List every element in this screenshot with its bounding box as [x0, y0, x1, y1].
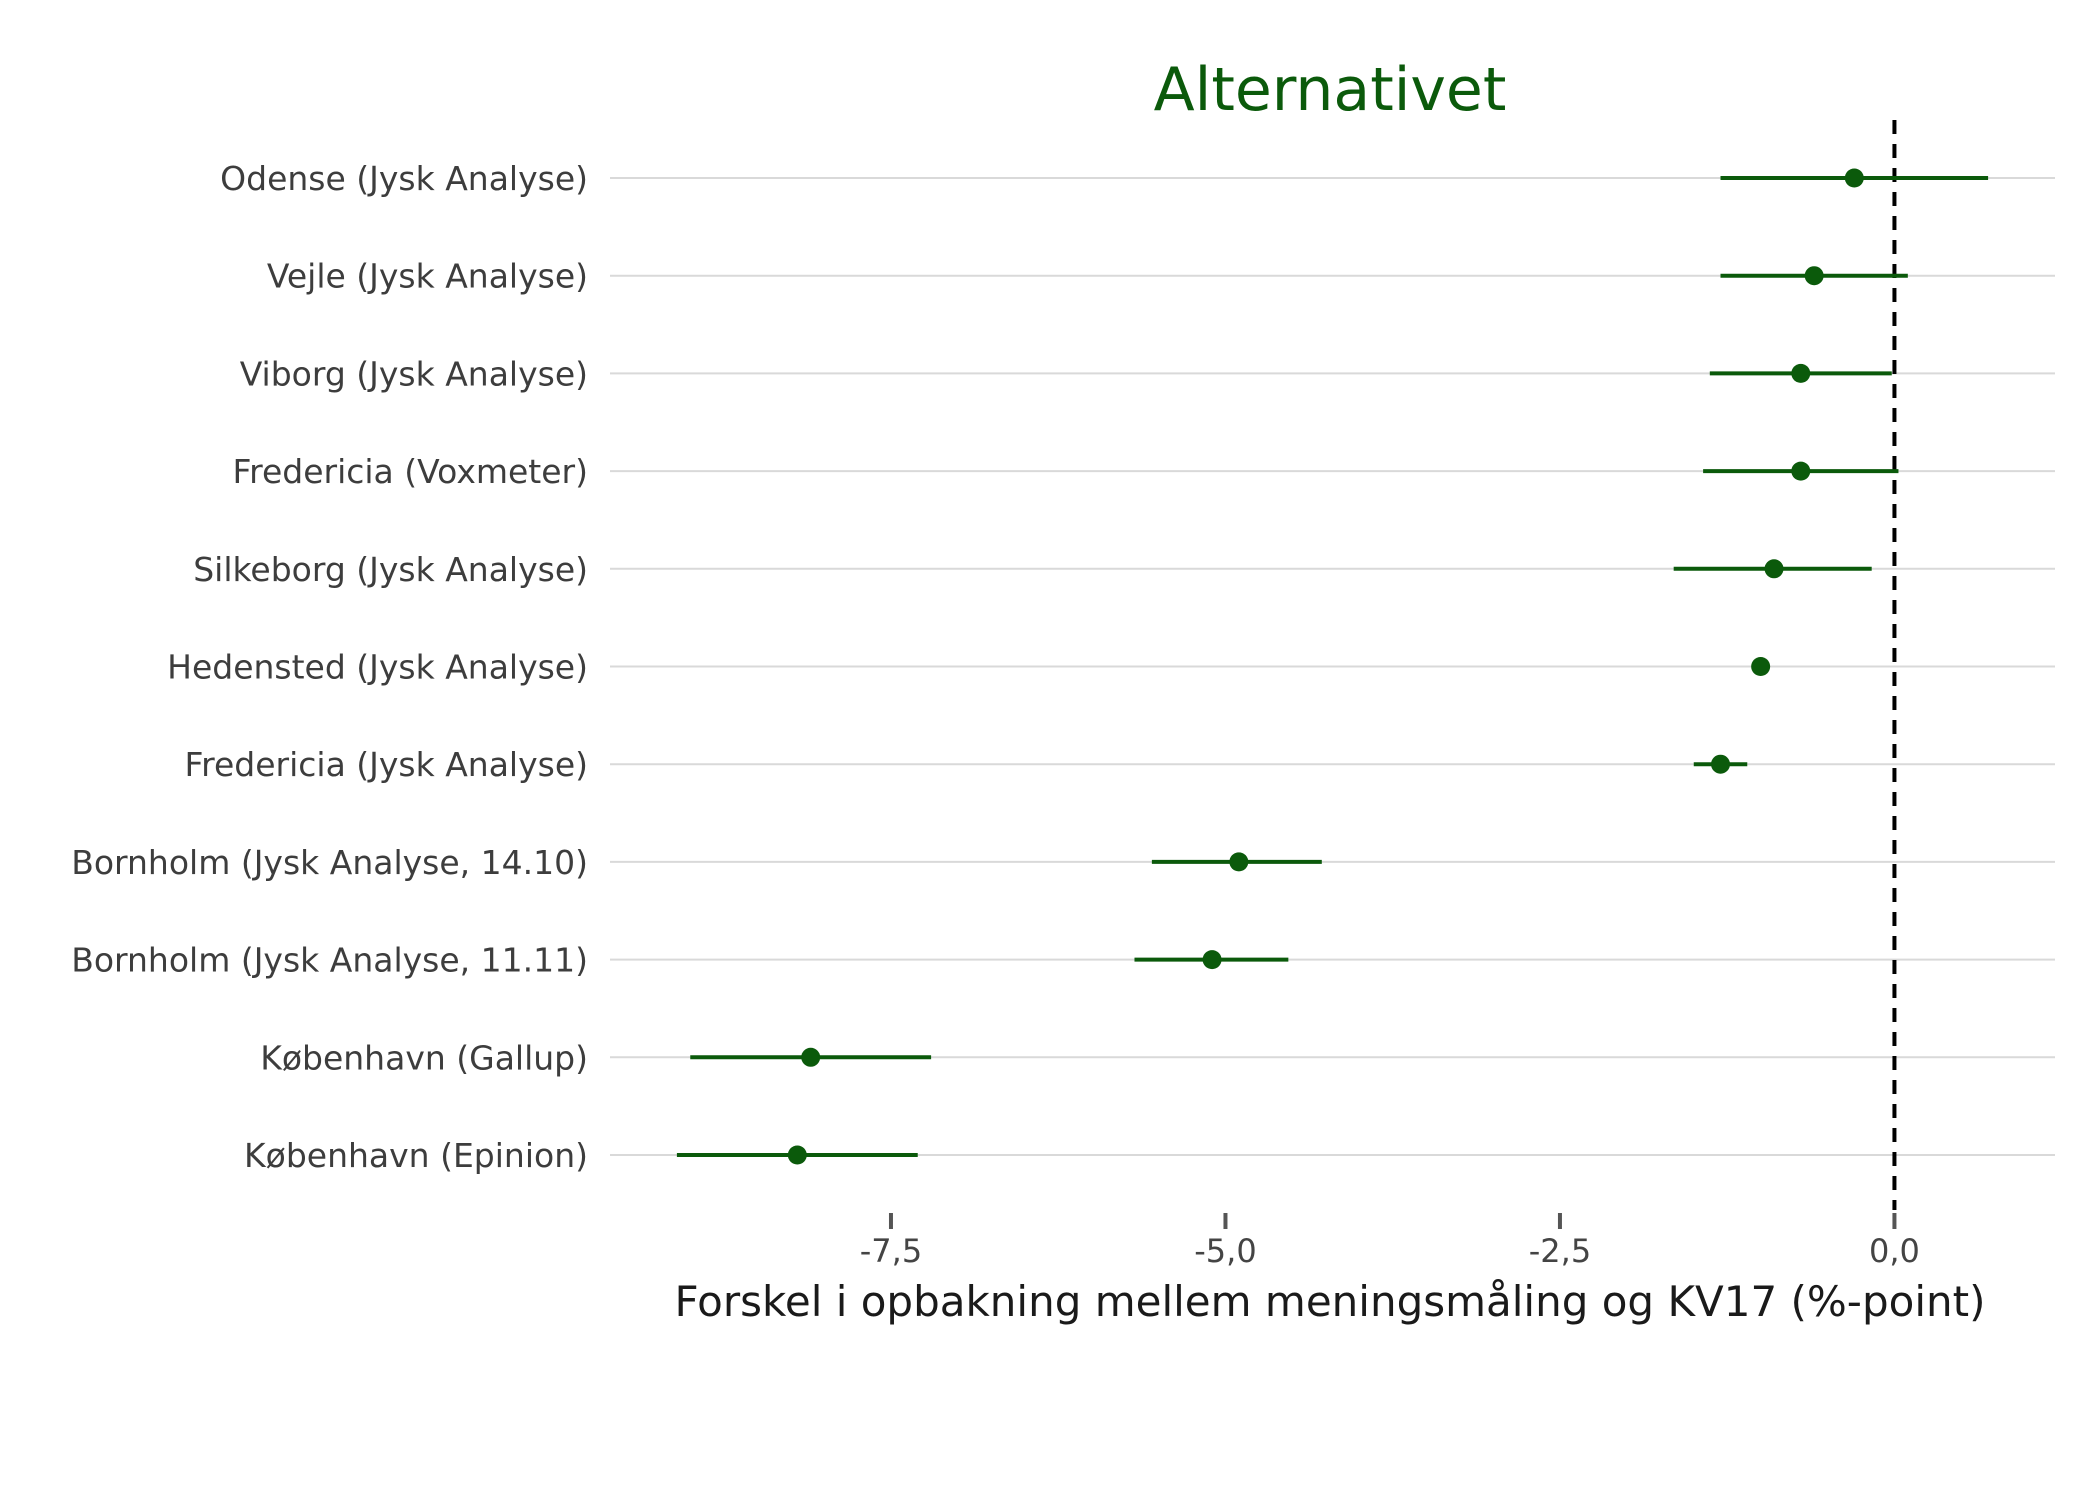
- data-point: [1791, 363, 1811, 383]
- x-tick-label: -5,0: [1194, 1232, 1256, 1270]
- category-label: Hedensted (Jysk Analyse): [167, 648, 588, 687]
- x-axis-title: Forskel i opbakning mellem meningsmåling…: [675, 1277, 1986, 1326]
- category-label: Viborg (Jysk Analyse): [240, 354, 588, 393]
- data-point: [1791, 461, 1811, 481]
- category-label: Silkeborg (Jysk Analyse): [193, 550, 588, 589]
- data-point: [1202, 950, 1222, 970]
- category-label: Vejle (Jysk Analyse): [267, 257, 588, 296]
- category-label: København (Epinion): [244, 1136, 588, 1175]
- category-label: Fredericia (Voxmeter): [233, 452, 588, 491]
- data-point: [1804, 266, 1824, 286]
- data-point: [787, 1145, 807, 1165]
- data-point: [1711, 754, 1731, 774]
- x-tick-label: 0,0: [1869, 1232, 1920, 1270]
- category-label: Bornholm (Jysk Analyse, 14.10): [71, 843, 588, 882]
- data-point: [1751, 657, 1771, 676]
- data-point: [1764, 559, 1784, 579]
- data-point: [1229, 852, 1249, 872]
- data-points: [787, 168, 1864, 1165]
- data-point: [801, 1047, 821, 1067]
- x-tick-label: -7,5: [860, 1232, 922, 1270]
- x-tick-label: -2,5: [1529, 1232, 1591, 1270]
- data-point: [1844, 168, 1864, 188]
- chart-title: Alternativet: [1154, 55, 1507, 125]
- category-label: København (Gallup): [260, 1038, 588, 1077]
- category-label: Fredericia (Jysk Analyse): [185, 745, 588, 784]
- category-labels: Odense (Jysk Analyse) Vejle (Jysk Analyse…: [71, 159, 588, 1175]
- category-label: Odense (Jysk Analyse): [220, 159, 588, 198]
- x-axis-ticks: -7,5 -5,0 -2,5 0,0: [860, 1213, 1920, 1270]
- category-label: Bornholm (Jysk Analyse, 11.11): [71, 941, 588, 980]
- gridlines: [610, 177, 2055, 1156]
